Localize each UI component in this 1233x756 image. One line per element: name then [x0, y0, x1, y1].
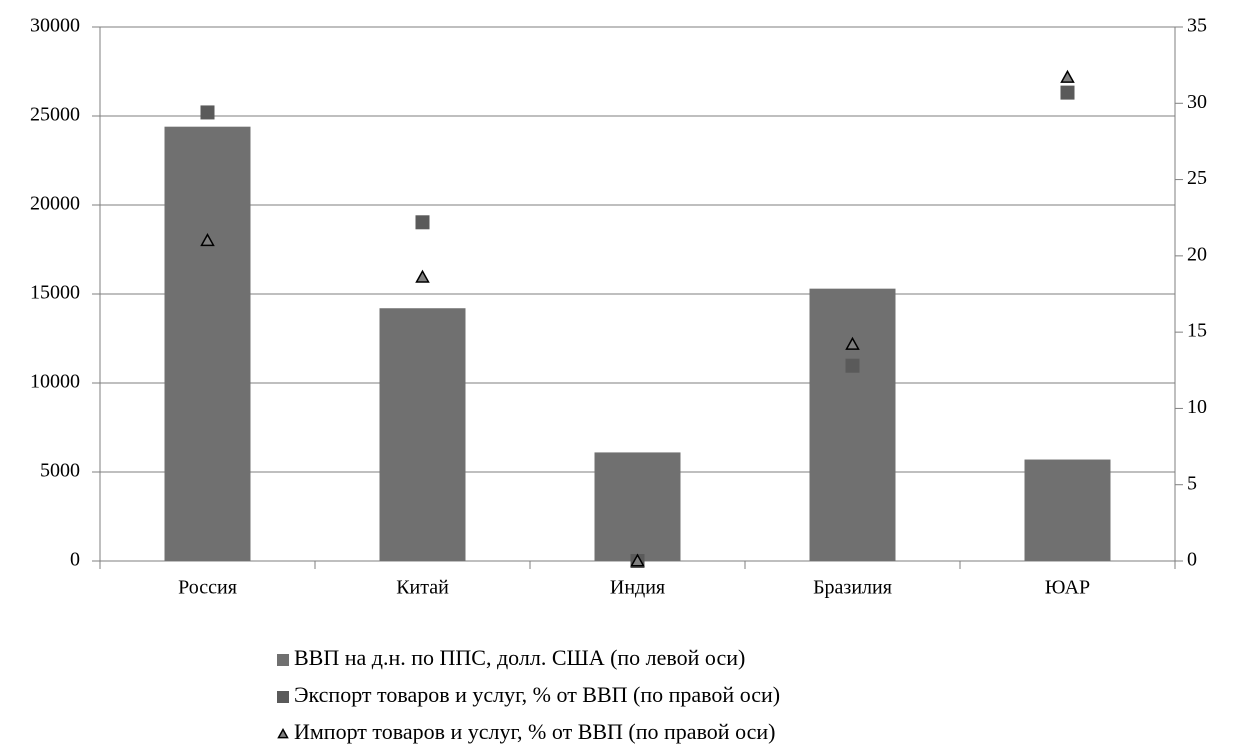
y2-tick-label: 10 [1187, 396, 1207, 418]
y2-tick-label: 20 [1187, 243, 1207, 265]
export-marker [845, 358, 860, 373]
export-marker [1060, 85, 1075, 100]
y2-tick-label: 25 [1187, 167, 1207, 189]
y2-tick-label: 5 [1187, 472, 1197, 494]
y-tick-label: 30000 [30, 15, 80, 37]
y2-tick-label: 30 [1187, 91, 1207, 113]
bar [379, 308, 466, 561]
bar [164, 126, 251, 562]
bar [1024, 459, 1111, 561]
legend-label: ВВП на д.н. по ППС, долл. США (по левой … [294, 645, 745, 670]
y-tick-label: 0 [70, 549, 80, 571]
y-tick-label: 15000 [30, 282, 80, 304]
import-marker [630, 553, 645, 567]
y2-tick-label: 15 [1187, 320, 1207, 342]
y-tick-label: 25000 [30, 104, 80, 126]
legend-label: Экспорт товаров и услуг, % от ВВП (по пр… [294, 682, 780, 707]
import-marker [845, 336, 860, 350]
legend-label: Импорт товаров и услуг, % от ВВП (по пра… [294, 719, 776, 744]
legend-marker [277, 654, 289, 666]
y-tick-label: 10000 [30, 371, 80, 393]
y2-tick-label: 35 [1187, 15, 1207, 37]
export-marker [200, 105, 215, 120]
y-tick-label: 5000 [40, 460, 80, 482]
x-tick-label: ЮАР [1045, 577, 1090, 599]
import-marker [1060, 69, 1075, 83]
x-tick-label: Китай [396, 577, 449, 599]
import-marker [415, 269, 430, 283]
y2-tick-label: 0 [1187, 549, 1197, 571]
legend-marker [277, 691, 289, 703]
import-marker [200, 233, 215, 247]
legend-marker [277, 727, 289, 739]
x-tick-label: Индия [610, 577, 665, 599]
bar [809, 288, 896, 561]
export-marker [415, 215, 430, 230]
x-tick-label: Россия [178, 577, 237, 599]
bar [594, 452, 681, 561]
x-tick-label: Бразилия [813, 577, 892, 599]
y-tick-label: 20000 [30, 193, 80, 215]
